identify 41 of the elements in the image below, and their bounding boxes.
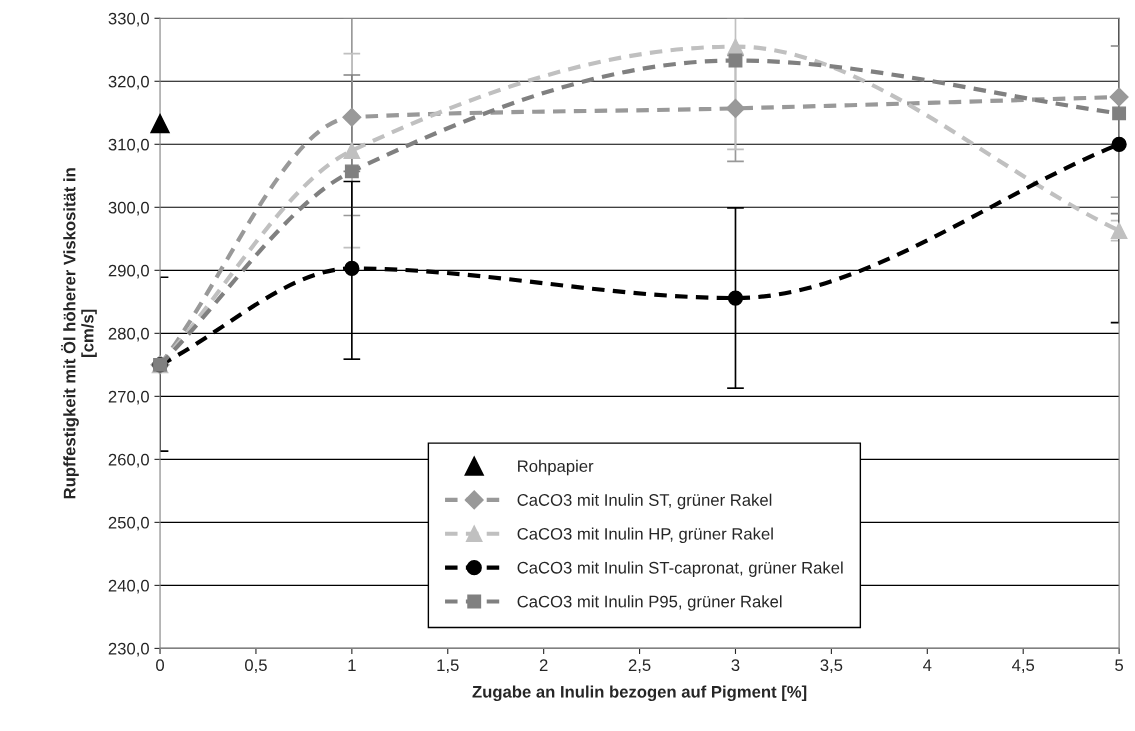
x-tick-label: 1,5 xyxy=(437,659,459,674)
point xyxy=(1112,106,1127,121)
x-tick-label: 4 xyxy=(923,659,932,671)
y-tick-label: 250,0 xyxy=(108,516,149,531)
x-tick-label: 4,5 xyxy=(1012,659,1035,674)
x-tick-label: 3 xyxy=(731,659,740,672)
legend-label: CaCO3 mit Inulin ST, grüner Rakel xyxy=(517,493,772,510)
point xyxy=(344,260,360,277)
y-tick-label: 320,0 xyxy=(108,75,149,90)
x-axis-title: Zugabe an Inulin bezogen auf Pigment [%] xyxy=(472,685,807,702)
legend-label: CaCO3 mit Inulin HP, grüner Rakel xyxy=(517,527,773,544)
y-tick-label: 270,0 xyxy=(108,390,149,405)
point xyxy=(344,164,359,179)
point xyxy=(1110,222,1128,239)
point xyxy=(1109,87,1129,107)
y-tick-label: 330,0 xyxy=(108,12,149,27)
x-tick-label: 3,5 xyxy=(820,659,843,674)
legend-label: CaCO3 mit Inulin P95, grüner Rakel xyxy=(517,595,782,611)
y-tick-label: 300,0 xyxy=(108,201,149,216)
x-tick-label: 0 xyxy=(156,659,165,672)
point xyxy=(1111,136,1127,152)
point xyxy=(727,290,744,306)
point xyxy=(342,107,362,127)
point xyxy=(727,38,744,55)
point xyxy=(725,98,746,118)
y-tick-label: 280,0 xyxy=(108,327,149,342)
y-tick-label: 310,0 xyxy=(108,138,149,153)
y-tick-label: 240,0 xyxy=(108,579,149,594)
y-tick-label: 290,0 xyxy=(108,264,149,279)
x-tick-label: 0,5 xyxy=(245,659,267,674)
y-axis-title: Rupffestigkeit mit Öl höherer Viskosität in [cm/s] xyxy=(61,168,97,499)
x-tick-label: 2,5 xyxy=(628,659,651,674)
x-tick-label: 1 xyxy=(348,659,356,671)
y-tick-label: 230,0 xyxy=(108,642,149,657)
legend-label: Rohpapier xyxy=(518,459,594,476)
x-tick-label: 2 xyxy=(539,659,548,671)
legend-label: CaCO3 mit Inulin ST-capronat, grüner Rakel xyxy=(517,561,843,577)
x-tick-label: 5 xyxy=(1115,659,1124,672)
y-tick-label: 260,0 xyxy=(108,453,149,468)
point xyxy=(343,142,361,159)
point xyxy=(150,113,170,134)
